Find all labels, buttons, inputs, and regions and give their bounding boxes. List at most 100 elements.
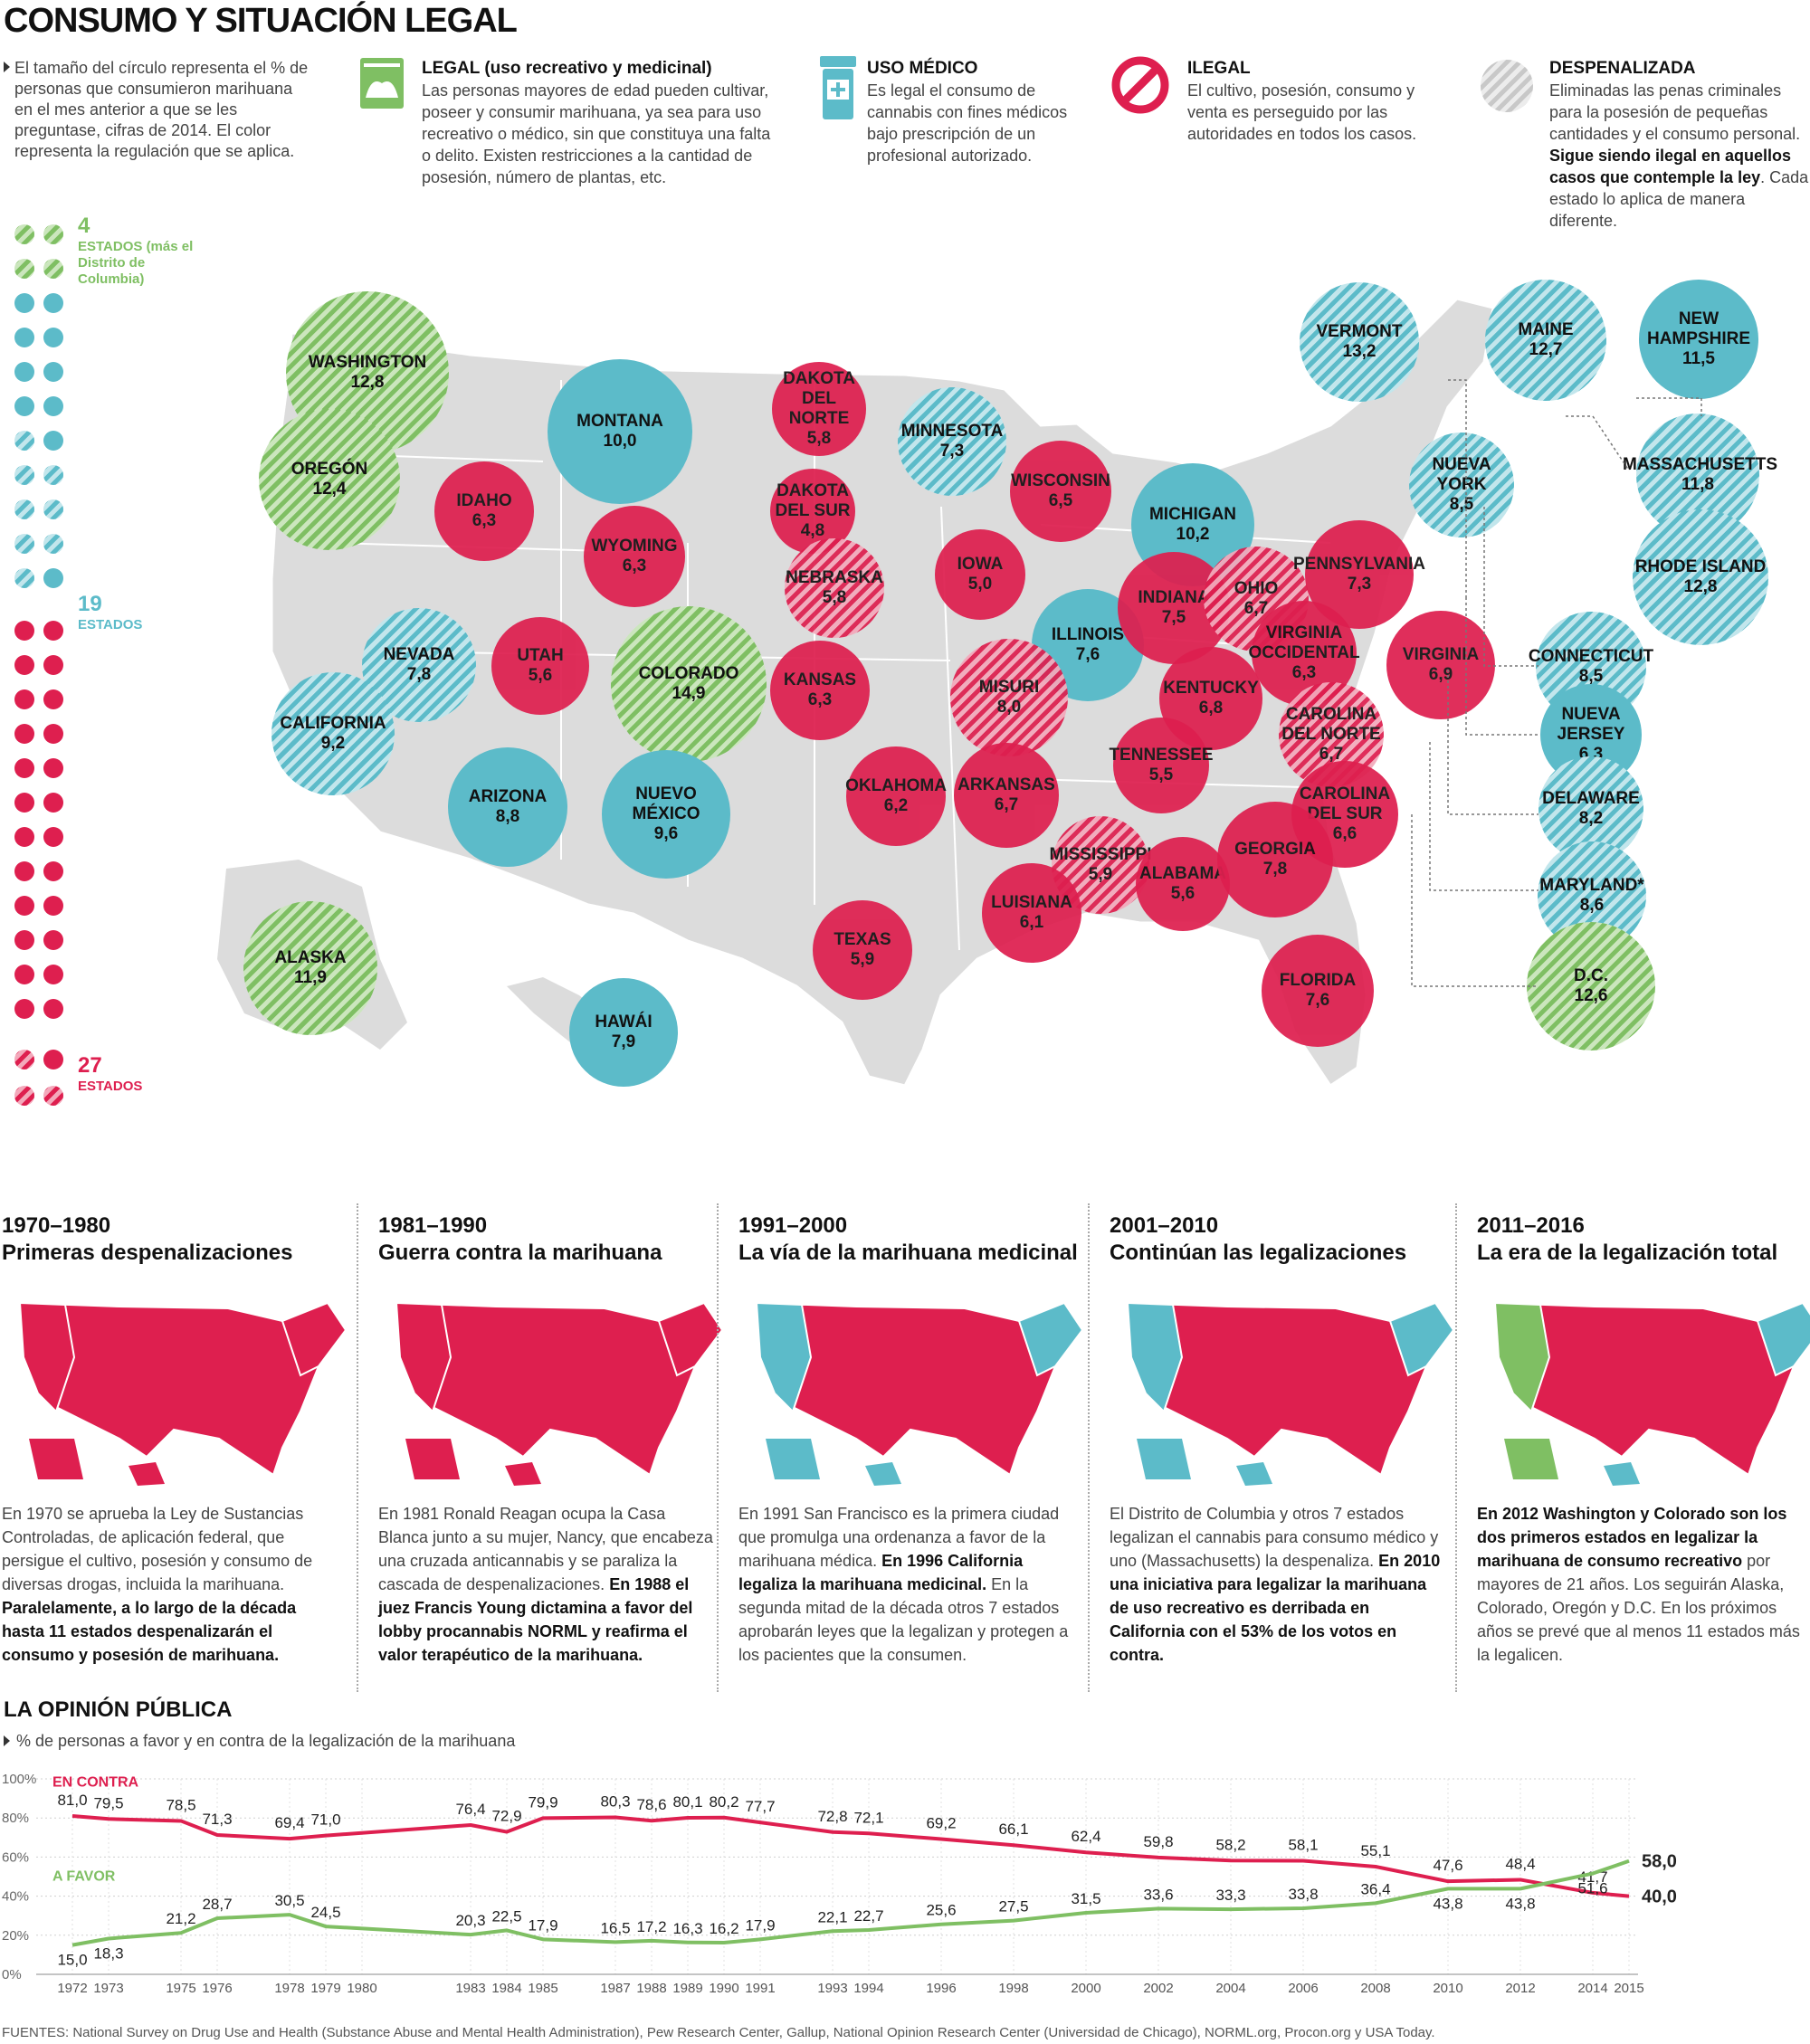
data-label: 33,8	[1288, 1886, 1318, 1903]
decade-mini-map	[1126, 1301, 1455, 1486]
count-dot	[43, 362, 63, 382]
data-label: 28,7	[202, 1896, 232, 1913]
data-label: 22,1	[817, 1908, 847, 1925]
decade-text: En 1981 Ronald Reagan ocupa la Casa Blan…	[378, 1502, 713, 1667]
state-bubble: MISURI 8,0	[950, 639, 1068, 756]
data-label: 76,4	[455, 1801, 485, 1818]
data-label: 43,8	[1505, 1895, 1535, 1912]
decade-bold: En 1996 California legaliza la marihuana…	[738, 1552, 1024, 1593]
decade-period: 1991–2000	[738, 1213, 848, 1238]
state-name: CAROLINA DEL NORTE	[1281, 705, 1381, 744]
state-name: COLORADO	[638, 664, 739, 683]
legend-legal-text: Las personas mayores de edad pueden cult…	[422, 81, 771, 186]
count-dot	[14, 861, 34, 881]
state-name: D.C.	[1574, 966, 1608, 985]
state-value: 13,2	[1342, 342, 1377, 361]
x-tick-label: 1976	[202, 1981, 232, 1996]
data-label: 48,4	[1505, 1855, 1535, 1872]
decade-title: 1991–2000 La vía de la marihuana medicina…	[738, 1212, 1082, 1267]
y-tick-label: 60%	[2, 1849, 29, 1865]
state-value: 5,5	[1148, 765, 1174, 784]
x-tick-label: 1994	[853, 1981, 883, 1996]
count-red-number: 27	[78, 1053, 102, 1078]
y-tick-label: 20%	[2, 1928, 29, 1944]
decade-text: En 1991 San Francisco es la primera ciud…	[738, 1502, 1073, 1667]
legend-ilegal-text: El cultivo, posesión, consumo y venta es…	[1187, 81, 1417, 143]
data-label: 79,5	[93, 1794, 123, 1811]
hatched-circle-icon	[1481, 60, 1533, 112]
state-value: 10,2	[1176, 525, 1210, 544]
decade-separator	[1455, 1203, 1457, 1692]
data-label: 77,7	[745, 1798, 775, 1815]
x-tick-label: 1984	[491, 1981, 521, 1996]
x-tick-label: 1998	[998, 1981, 1028, 1996]
state-name: NEBRASKA	[786, 568, 883, 587]
state-bubble: NEBRASKA 5,8	[785, 538, 884, 638]
state-name: TENNESSEE	[1109, 746, 1214, 765]
state-value: 7,3	[1347, 575, 1372, 594]
count-dot	[43, 259, 63, 279]
x-tick-label: 2010	[1433, 1981, 1462, 1996]
x-tick-label: 1975	[166, 1981, 195, 1996]
state-bubble: ARIZONA 8,8	[448, 747, 567, 867]
legend-despenalizada-text: Eliminadas las penas criminales para la …	[1549, 81, 1801, 143]
state-value: 12,8	[1683, 577, 1718, 596]
state-name: NEW HAMPSHIRE	[1646, 309, 1750, 348]
decade-separator	[717, 1203, 719, 1692]
x-tick-label: 1980	[347, 1981, 376, 1996]
data-label: 58,0	[1642, 1852, 1677, 1872]
x-tick-label: 1983	[455, 1981, 485, 1996]
state-bubble: COLORADO 14,9	[611, 606, 767, 762]
data-label: 47,6	[1433, 1857, 1462, 1874]
state-value: 5,0	[967, 575, 993, 594]
count-dot	[43, 568, 63, 588]
count-dot	[43, 655, 63, 675]
data-label: 30,5	[274, 1892, 304, 1909]
count-dot	[14, 724, 34, 744]
data-label: 22,5	[491, 1907, 521, 1925]
legend-legal-title: LEGAL (uso recreativo y medicinal)	[422, 59, 712, 78]
state-name: IDAHO	[456, 491, 512, 510]
series-name: A FAVOR	[52, 1868, 116, 1884]
data-label: 43,8	[1433, 1895, 1462, 1912]
legal-plant-icon	[360, 58, 404, 109]
count-dot	[43, 396, 63, 416]
state-value: 7,8	[1262, 860, 1288, 879]
decade-title: 2001–2010 Continúan las legalizaciones	[1110, 1212, 1453, 1267]
state-name: MONTANA	[576, 412, 663, 431]
x-tick-label: 1972	[57, 1981, 87, 1996]
state-value: 8,0	[996, 698, 1022, 717]
data-label: 33,6	[1143, 1886, 1173, 1903]
x-tick-label: 1996	[926, 1981, 956, 1996]
decade-period: 2011–2016	[1477, 1213, 1585, 1238]
state-value: 6,3	[1291, 663, 1317, 682]
state-name: MAINE	[1518, 320, 1574, 339]
state-value: 4,8	[800, 521, 825, 540]
count-dot	[14, 930, 34, 950]
opinion-line-chart: 100% 80% 60% 40% 20% 0% 1972 1973 1975 1976 1978 19…	[2, 1772, 1677, 1996]
x-tick-label: 2012	[1505, 1981, 1535, 1996]
series-line	[71, 1814, 1630, 1898]
data-label: 80,3	[600, 1793, 630, 1811]
state-name: PENNSYLVANIA	[1292, 555, 1426, 574]
x-tick-label: 2006	[1288, 1981, 1318, 1996]
state-bubble: KANSAS 6,3	[770, 641, 870, 740]
legend-despenalizada-title: DESPENALIZADA	[1549, 59, 1696, 78]
state-name: DAKOTA DEL SUR	[775, 481, 851, 520]
state-name: MISURI	[978, 678, 1040, 697]
state-name: CALIFORNIA	[280, 714, 386, 733]
count-dot	[14, 1050, 34, 1070]
state-value: 6,5	[1048, 491, 1073, 510]
decade-period: 1981–1990	[378, 1213, 488, 1238]
state-bubble: HAWÁI 7,9	[569, 978, 678, 1087]
state-value: 12,4	[312, 480, 347, 499]
x-tick-label: 1989	[672, 1981, 702, 1996]
data-label: 40,0	[1642, 1887, 1677, 1907]
data-label: 69,4	[274, 1814, 304, 1831]
state-value: 5,6	[1170, 884, 1196, 903]
state-value: 5,8	[822, 588, 847, 607]
data-label: 31,5	[1071, 1890, 1100, 1907]
data-label: 80,1	[672, 1793, 702, 1811]
opinion-arrow-icon	[4, 1735, 10, 1746]
decade-period: 2001–2010	[1110, 1213, 1219, 1238]
